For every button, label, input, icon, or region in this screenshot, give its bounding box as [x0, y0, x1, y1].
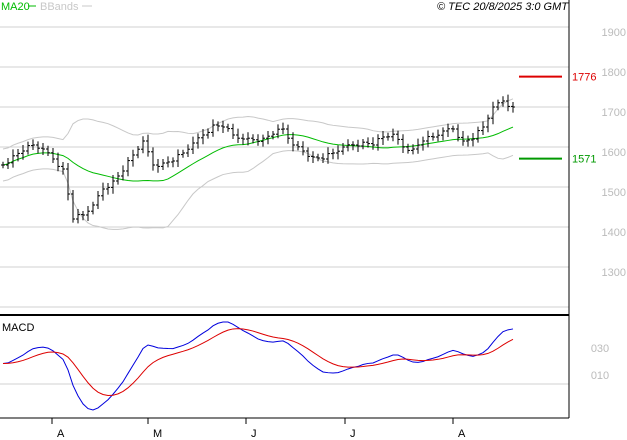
level-marker-label: 1571	[572, 154, 596, 166]
y-tick-label: 1700	[602, 107, 626, 119]
level-marker-label: 1776	[572, 72, 596, 84]
y-tick-label: 1400	[602, 227, 626, 239]
macd-signal-line	[2, 328, 514, 397]
legend-bbands: BBands	[40, 1, 79, 13]
y-tick-label: 1900	[602, 27, 626, 39]
macd-tick-0: 030	[591, 343, 609, 355]
y-tick-label: 1500	[602, 187, 626, 199]
month-label: J	[251, 428, 257, 440]
bband-lower	[2, 150, 514, 230]
macd-title: MACD	[2, 322, 34, 334]
y-tick-label: 1600	[602, 147, 626, 159]
copyright: © TEC 20/8/2025 3:0 GMT	[437, 1, 569, 13]
legend-ma20: MA20	[1, 1, 30, 13]
month-label: J	[350, 428, 356, 440]
macd-line	[2, 321, 514, 411]
bband-upper	[2, 98, 514, 150]
month-label: A	[458, 428, 466, 440]
macd-tick-1: 010	[591, 370, 609, 382]
y-tick-label: 1300	[602, 267, 626, 279]
y-tick-label: 1800	[602, 67, 626, 79]
month-label: A	[57, 428, 65, 440]
month-label: M	[153, 428, 162, 440]
